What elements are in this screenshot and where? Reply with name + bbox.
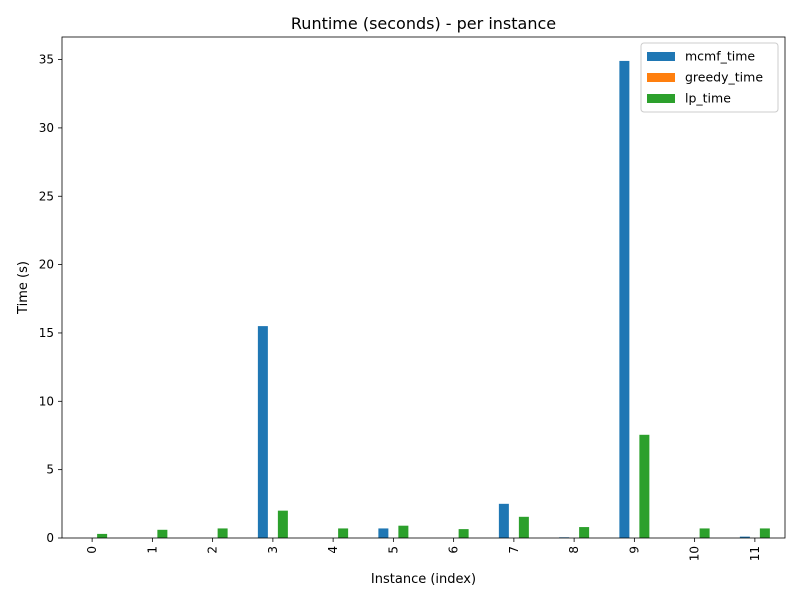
bar-lp_time-1 (157, 529, 168, 538)
y-axis-label: Time (s) (16, 261, 31, 315)
legend-swatch-mcmf_time (647, 52, 675, 61)
bar-lp_time-9 (639, 434, 650, 538)
y-tick-label: 5 (46, 463, 54, 477)
bar-mcmf_time-3 (257, 326, 268, 538)
x-tick-label: 1 (145, 546, 159, 554)
bar-lp_time-0 (97, 533, 108, 538)
bar-lp_time-2 (217, 528, 228, 538)
y-tick-label: 0 (46, 531, 54, 545)
bar-lp_time-6 (458, 529, 469, 538)
bar-mcmf_time-11 (739, 536, 750, 538)
x-axis-ticks: 0 1 2 3 4 5 6 7 8 9 10 11 (85, 538, 762, 561)
x-tick-label: 0 (85, 546, 99, 554)
y-tick-label: 25 (39, 189, 54, 203)
legend-label-mcmf_time: mcmf_time (685, 49, 755, 64)
y-tick-label: 15 (39, 326, 54, 340)
legend-label-greedy_time: greedy_time (685, 70, 763, 85)
bars-layer (97, 60, 770, 538)
y-tick-label: 10 (39, 394, 54, 408)
y-tick-label: 30 (39, 121, 54, 135)
bar-lp_time-8 (579, 527, 590, 538)
x-tick-label: 7 (507, 546, 521, 554)
bar-lp_time-10 (699, 528, 710, 538)
x-tick-label: 5 (386, 546, 400, 554)
x-tick-label: 2 (206, 546, 220, 554)
x-tick-label: 4 (326, 546, 340, 554)
legend-swatch-lp_time (647, 94, 675, 103)
legend-swatch-greedy_time (647, 73, 675, 82)
plot-frame (61, 36, 786, 539)
bar-mcmf_time-7 (498, 503, 509, 538)
x-tick-label: 3 (266, 546, 280, 554)
legend: mcmf_time greedy_time lp_time (640, 42, 779, 113)
y-axis-ticks: 0 5 10 15 20 25 30 35 (39, 53, 62, 545)
bar-lp_time-7 (518, 516, 529, 538)
y-tick-label: 20 (39, 258, 54, 272)
bar-lp_time-3 (277, 510, 288, 538)
x-tick-label: 6 (447, 546, 461, 554)
bar-lp_time-11 (759, 528, 770, 538)
x-axis-label: Instance (index) (371, 572, 476, 587)
bar-mcmf_time-5 (378, 528, 389, 538)
legend-label-lp_time: lp_time (685, 91, 731, 106)
bar-lp_time-5 (398, 525, 409, 538)
x-tick-label: 11 (748, 546, 762, 561)
chart-title: Runtime (seconds) - per instance (291, 14, 556, 33)
x-tick-label: 10 (688, 546, 702, 561)
x-tick-label: 9 (627, 546, 641, 554)
y-tick-label: 35 (39, 53, 54, 67)
bar-lp_time-4 (338, 528, 349, 538)
legend-box (640, 42, 779, 113)
bar-mcmf_time-9 (619, 60, 630, 538)
x-tick-label: 8 (567, 546, 581, 554)
